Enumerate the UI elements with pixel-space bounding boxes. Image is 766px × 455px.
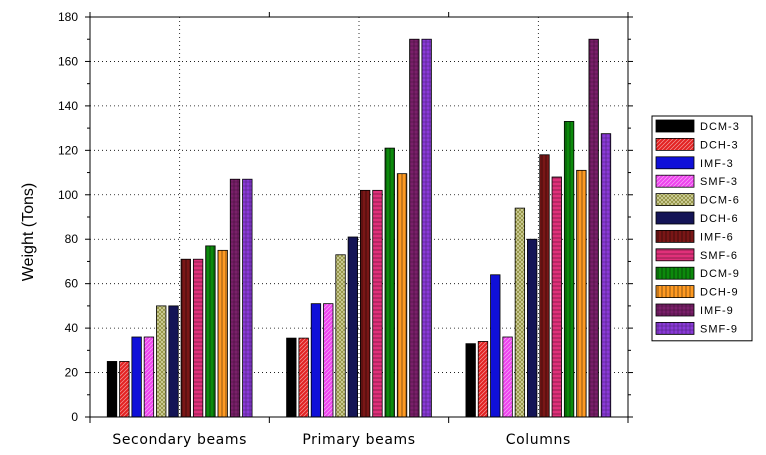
legend-label: DCM-9: [700, 268, 740, 280]
bar-dch-9-2: [576, 169, 587, 418]
legend-swatch: [655, 211, 695, 225]
bar-dch-9-0: [217, 249, 228, 418]
bar-imf-3-0: [131, 336, 142, 418]
legend-swatch: [655, 137, 695, 151]
legend-swatch: [655, 285, 695, 299]
bar-dcm-9-1: [384, 147, 395, 418]
axes: 0 20 40 60 80 100 120 140 160 180 Secondary beams P…: [58, 10, 633, 448]
bar-smf-9-0: [242, 178, 253, 418]
bar-imf-6-1: [359, 189, 371, 418]
legend-label: SMF-6: [700, 250, 738, 262]
y-tick-label: 20: [65, 366, 79, 380]
bar-imf-6-2: [539, 154, 550, 418]
y-tick-label: 180: [58, 10, 78, 24]
legend-label: DCH-9: [700, 287, 739, 299]
bar-dch-3-2: [477, 341, 489, 418]
y-tick-label: 80: [65, 232, 79, 246]
legend-swatch: [655, 248, 695, 262]
bar-imf-3-2: [490, 274, 501, 418]
legend-swatch: [655, 229, 695, 243]
legend-label: DCM-6: [700, 195, 740, 207]
bar-dcm-9-0: [205, 245, 216, 418]
legend-swatch: [655, 156, 695, 170]
bar-smf-9-1: [421, 38, 432, 418]
bar-dcm-3-1: [286, 337, 297, 418]
legend-label: DCH-6: [700, 213, 739, 225]
bar-imf-6-0: [180, 258, 191, 418]
legend-box: [651, 115, 753, 342]
legend-label: SMF-9: [700, 323, 738, 335]
bar-dch-3-1: [298, 337, 309, 418]
bar-dch-3-0: [119, 361, 130, 418]
legend-label: IMF-3: [700, 158, 734, 170]
bar-smf-6-1: [372, 189, 383, 418]
bar-dcm-3-0: [106, 361, 118, 418]
y-tick-label: 40: [65, 321, 79, 335]
legend-label: DCH-3: [700, 139, 739, 151]
bar-dch-6-0: [168, 305, 179, 418]
y-tick-label: 160: [58, 54, 78, 68]
bar-imf-9-1: [409, 38, 420, 418]
legend-swatch: [655, 119, 695, 133]
legend-swatch: [655, 303, 695, 317]
bar-smf-6-2: [551, 176, 562, 418]
legend-swatch: [655, 193, 695, 207]
bar-dcm-6-1: [335, 254, 346, 418]
bar-smf-3-0: [143, 336, 155, 418]
bars: [106, 38, 612, 418]
bar-dcm-3-2: [465, 343, 476, 418]
legend: DCM-3 DCH-3 IMF-3 SMF-3 DCM-6 DCH-6 IMF-6 SMF-6…: [651, 115, 753, 342]
y-tick-label: 0: [71, 410, 78, 424]
legend-label: SMF-3: [700, 176, 738, 188]
legend-swatch: [655, 266, 695, 280]
bar-imf-9-2: [588, 38, 599, 418]
legend-label: IMF-9: [700, 305, 734, 317]
x-tick-label: Primary beams: [302, 432, 415, 448]
legend-label: DCM-3: [700, 121, 740, 133]
legend-label: IMF-6: [700, 231, 734, 243]
y-tick-label: 140: [58, 99, 78, 113]
bar-smf-3-2: [502, 336, 513, 418]
bar-dch-6-1: [347, 236, 359, 418]
y-tick-label: 120: [58, 143, 78, 157]
bar-dcm-6-0: [156, 305, 167, 418]
bar-smf-3-1: [323, 303, 334, 418]
bar-imf-3-1: [310, 303, 322, 418]
bar-imf-9-0: [229, 178, 241, 418]
bar-dch-9-1: [396, 173, 408, 418]
y-axis-title: Weight (Tons): [20, 183, 37, 281]
legend-swatch: [655, 321, 695, 335]
x-tick-label: Secondary beams: [112, 432, 247, 448]
bar-smf-6-0: [192, 258, 204, 418]
bar-dcm-9-2: [563, 121, 575, 418]
x-tick-label: Columns: [506, 432, 571, 448]
bar-dcm-6-2: [514, 207, 526, 418]
y-tick-label: 60: [65, 277, 79, 291]
legend-swatch: [655, 174, 695, 188]
bar-dch-6-2: [527, 238, 538, 418]
bar-smf-9-2: [600, 133, 612, 418]
y-tick-label: 100: [58, 188, 78, 202]
